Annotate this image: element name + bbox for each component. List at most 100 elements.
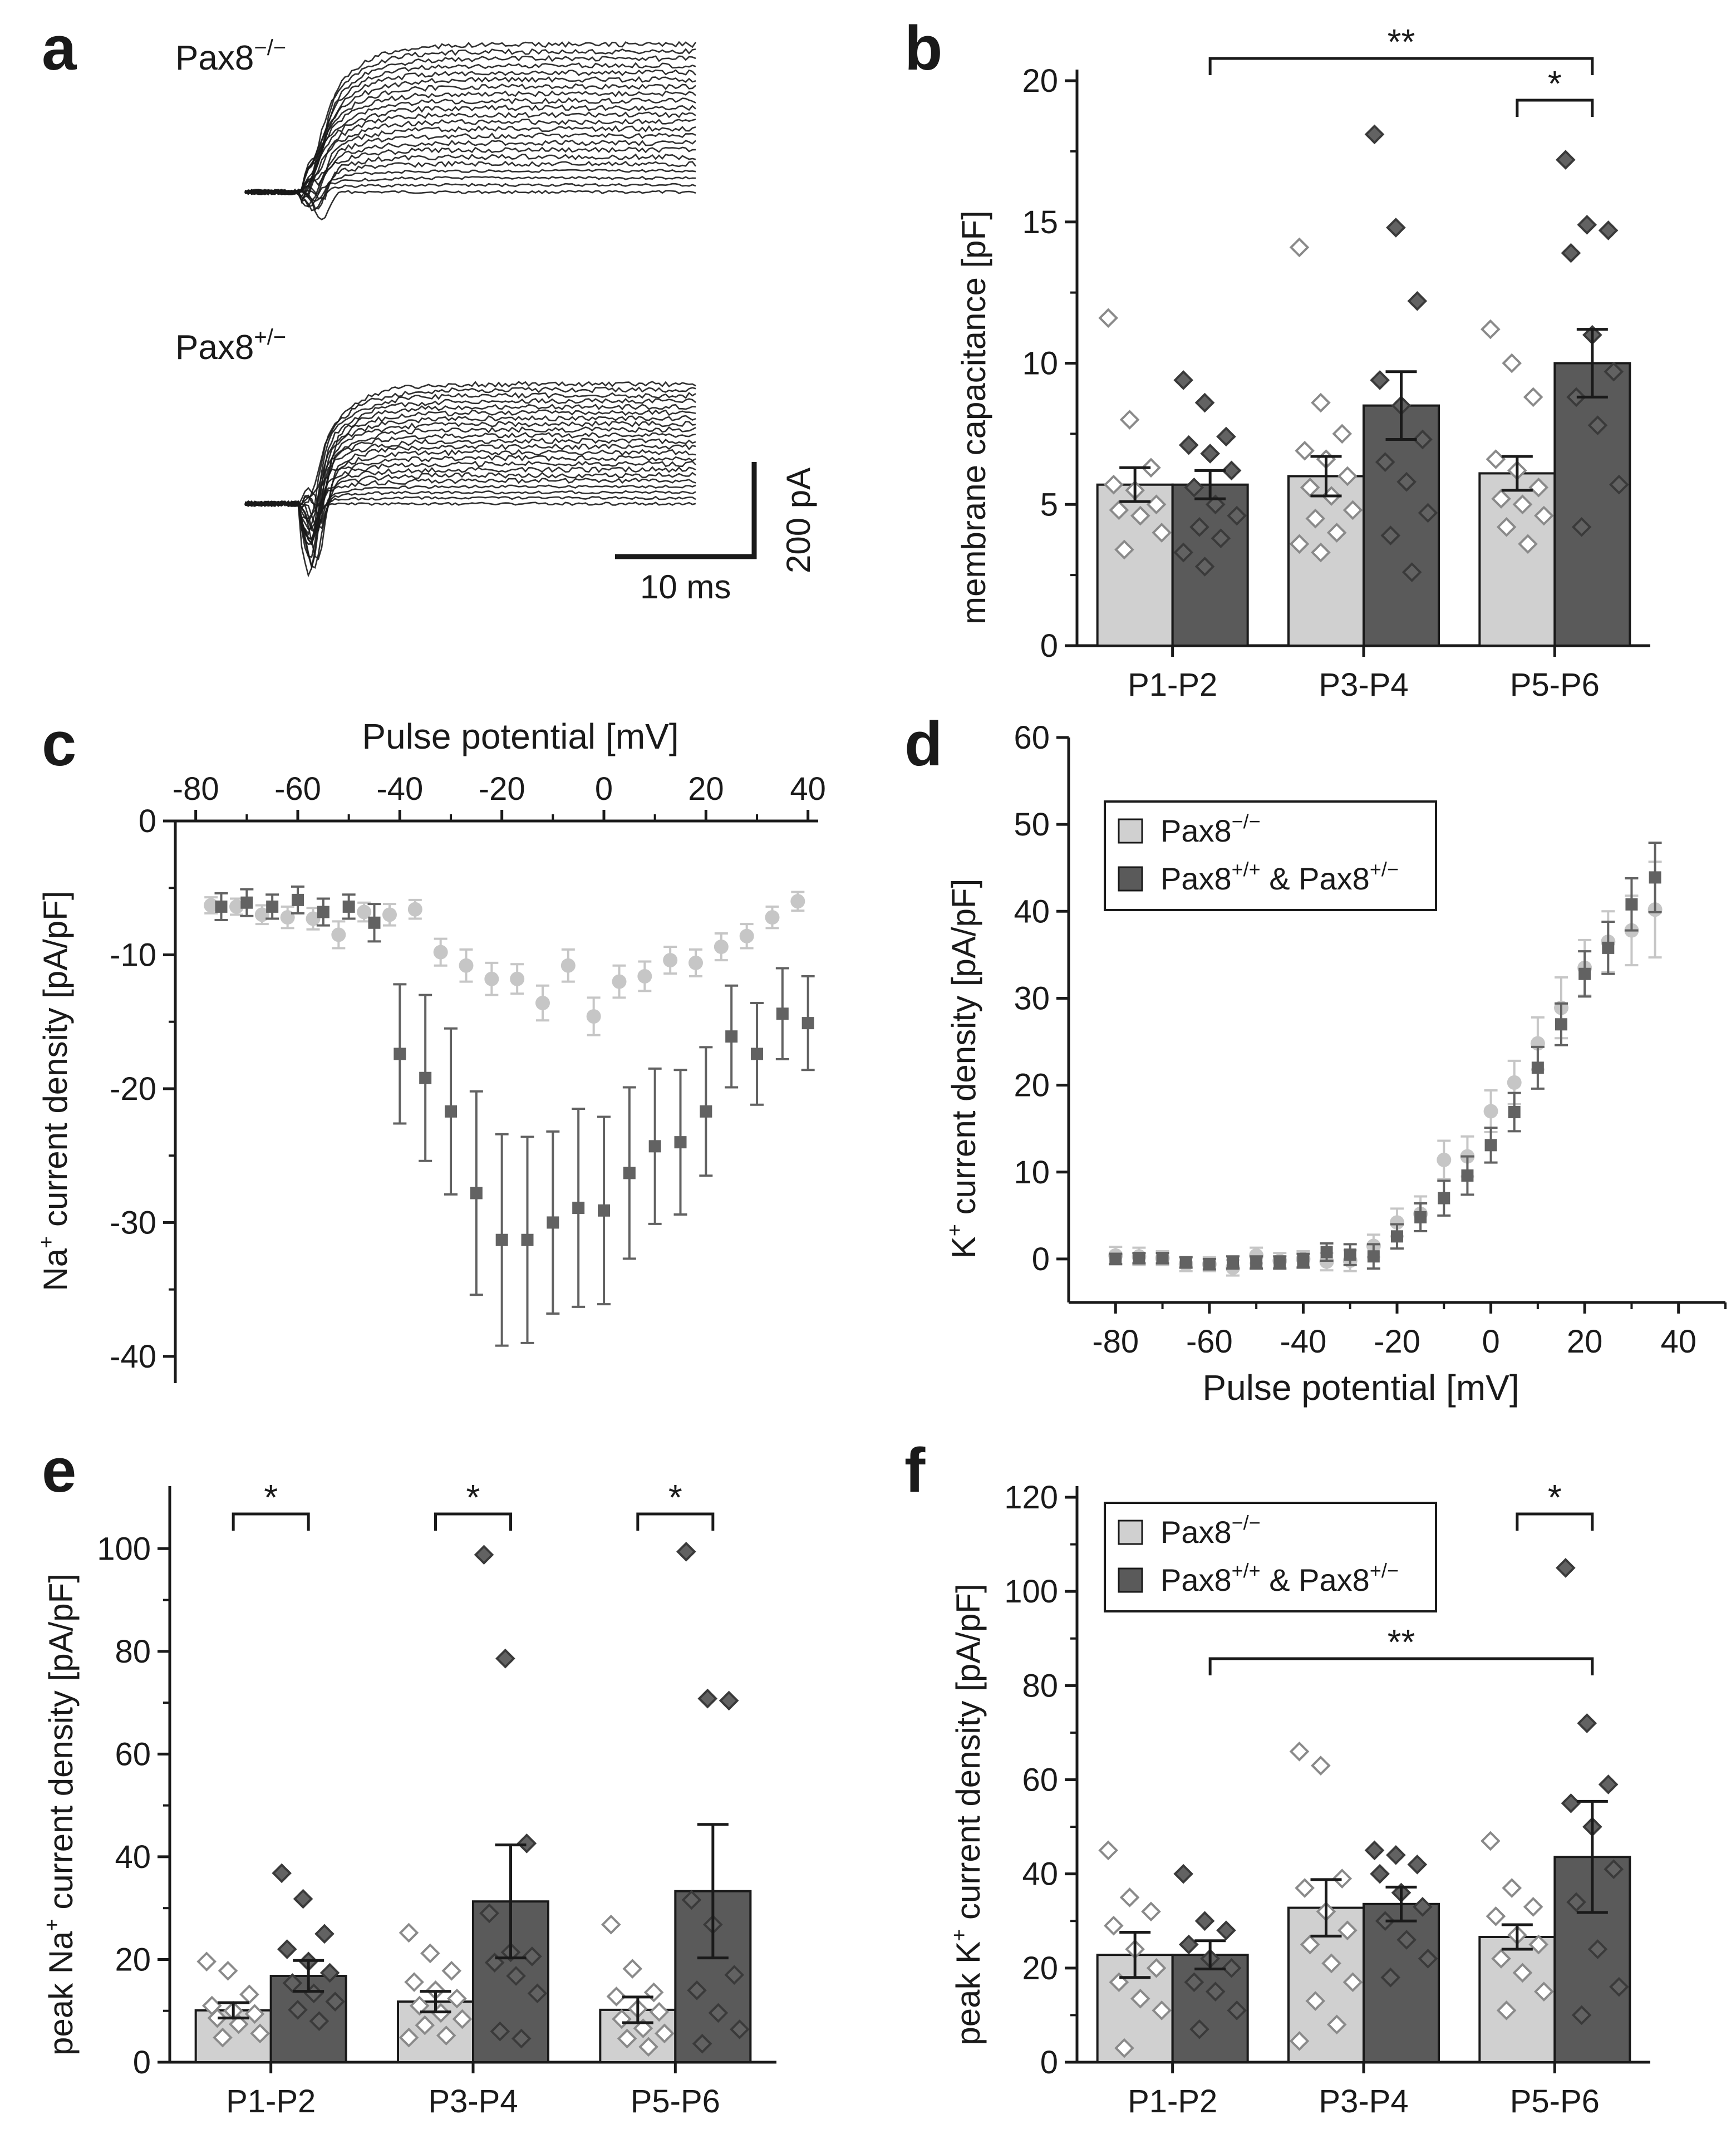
f-data-point xyxy=(1566,1892,1586,1912)
d-data-point-ko xyxy=(1507,1075,1522,1090)
b-data-point xyxy=(1518,534,1538,554)
b-data-point xyxy=(1221,460,1242,481)
f-data-point xyxy=(1587,1939,1608,1959)
b-data-point xyxy=(1528,477,1549,498)
trace-line xyxy=(244,437,696,558)
b-y-tick-label: 5 xyxy=(1040,486,1058,523)
f-data-point xyxy=(1227,2000,1247,2020)
f-significance-bracket xyxy=(1208,1657,1594,1675)
e-data-point xyxy=(218,1960,238,1981)
e-data-point xyxy=(511,2028,532,2049)
e-y-tick-label: 40 xyxy=(115,1839,151,1875)
b-data-point xyxy=(1375,452,1395,472)
d-data-point-ctrl xyxy=(1555,1018,1567,1031)
trace-line xyxy=(244,55,696,195)
trace-line xyxy=(244,415,696,571)
f-data-point xyxy=(1295,1878,1315,1898)
f-data-point xyxy=(1152,2000,1172,2020)
e-data-point xyxy=(479,1903,499,1924)
c-data-point-ctrl xyxy=(292,893,304,906)
b-data-point xyxy=(1178,435,1199,455)
d-x-axis-label: Pulse potential [mV] xyxy=(1202,1368,1519,1408)
e-y-tick-label: 20 xyxy=(115,1941,151,1978)
c-data-point-ctrl xyxy=(648,1140,661,1153)
f-x-tick-label: P3-P4 xyxy=(1319,2083,1408,2120)
c-data-point-ko xyxy=(663,953,678,968)
b-data-point xyxy=(1491,489,1511,509)
d-data-point-ctrl xyxy=(1227,1256,1239,1269)
f-significance-label: ** xyxy=(1388,1622,1415,1662)
e-significance-bracket xyxy=(232,1512,310,1531)
trace-line xyxy=(244,90,696,196)
f-data-point xyxy=(1173,1864,1193,1884)
b-data-point xyxy=(1496,517,1517,537)
c-y-tick-label: -20 xyxy=(110,1071,156,1107)
b-data-point xyxy=(1300,477,1320,498)
e-data-point xyxy=(441,1960,462,1981)
e-significance-label: * xyxy=(668,1477,682,1517)
b-data-point xyxy=(1401,562,1422,582)
b-data-point xyxy=(1103,474,1124,495)
b-x-tick-label: P3-P4 xyxy=(1319,667,1408,703)
scale-bar xyxy=(615,462,757,559)
f-data-point xyxy=(1321,1953,1341,1974)
trace-line xyxy=(244,119,696,203)
f-data-point xyxy=(1598,1774,1619,1794)
c-data-point-ctrl xyxy=(342,900,355,913)
d-data-point-ctrl xyxy=(1320,1246,1333,1258)
d-legend-swatch-ctrl xyxy=(1118,866,1143,892)
panel-b-capacitance-chart: membrane capacitance [pF] 0 5 10 15 20 P1-P2 P… xyxy=(955,22,1650,703)
c-data-point-ko xyxy=(586,1009,601,1024)
e-y-tick-label: 100 xyxy=(97,1531,151,1567)
d-data-point-ctrl xyxy=(1602,941,1615,954)
trace-line xyxy=(244,132,696,195)
b-data-point xyxy=(1130,505,1150,526)
b-data-point xyxy=(1523,387,1543,407)
trace-line xyxy=(244,501,696,530)
c-y-axis-label: Na+ current density [pA/pF] xyxy=(35,891,74,1291)
b-data-point xyxy=(1216,426,1236,447)
e-significance-label: * xyxy=(264,1477,278,1517)
f-data-point xyxy=(1332,1869,1353,1889)
trace-label-ko: Pax8−/− xyxy=(175,36,286,77)
trace-line xyxy=(244,392,696,545)
c-data-point-ctrl xyxy=(725,1030,738,1043)
d-x-tick-label: 0 xyxy=(1482,1324,1499,1360)
b-data-point xyxy=(1481,319,1501,340)
f-data-point xyxy=(1194,1911,1215,1931)
trace-label-het: Pax8+/− xyxy=(175,325,286,367)
f-data-point xyxy=(1114,2038,1134,2058)
trace-line xyxy=(244,153,696,200)
b-data-point xyxy=(1295,440,1315,461)
f-data-point xyxy=(1221,1958,1242,1978)
e-data-point xyxy=(415,2015,435,2035)
c-data-point-ko xyxy=(765,910,780,925)
c-data-point-ko xyxy=(790,894,805,909)
trace-line xyxy=(244,125,696,195)
e-data-point xyxy=(490,2021,510,2042)
c-data-point-ko xyxy=(331,927,346,942)
e-data-point xyxy=(272,1863,292,1884)
trace-group-het xyxy=(244,381,696,578)
e-data-point xyxy=(724,1965,745,1985)
f-data-point xyxy=(1370,1864,1390,1884)
b-y-tick-label: 20 xyxy=(1022,63,1058,99)
d-data-point-ko xyxy=(1437,1152,1452,1167)
trace-group-ko xyxy=(244,41,697,221)
trace-line xyxy=(244,139,696,195)
d-data-point-ctrl xyxy=(1156,1252,1169,1265)
c-x-tick-label: -20 xyxy=(479,771,525,807)
b-data-point xyxy=(1141,458,1161,478)
b-data-point xyxy=(1486,449,1506,469)
b-data-point xyxy=(1119,410,1140,430)
c-data-point-ctrl xyxy=(215,900,228,913)
d-data-point-ctrl xyxy=(1179,1256,1192,1269)
trace-line xyxy=(244,381,696,524)
b-data-point xyxy=(1566,387,1586,407)
d-x-tick-label: 20 xyxy=(1567,1324,1603,1360)
c-data-point-ctrl xyxy=(547,1216,559,1229)
c-data-point-ko xyxy=(560,958,576,973)
c-data-point-ctrl xyxy=(495,1233,508,1246)
trace-line xyxy=(244,183,696,212)
c-data-point-ctrl xyxy=(470,1187,483,1199)
